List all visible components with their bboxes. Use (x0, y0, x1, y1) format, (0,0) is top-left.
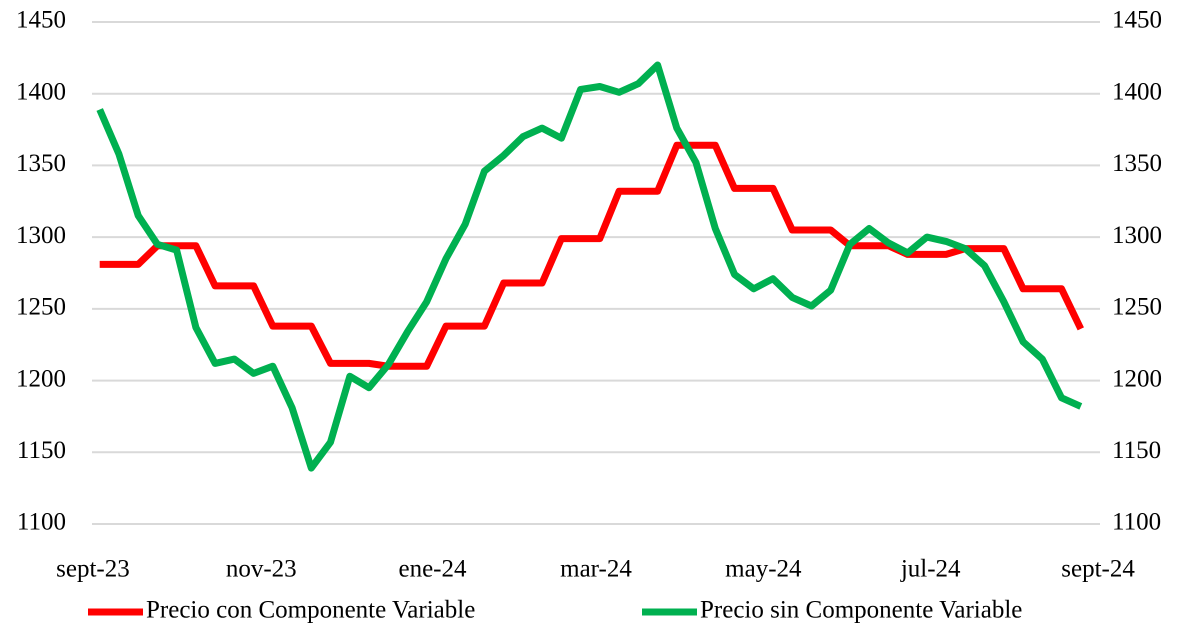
y2-tick-label: 1450 (1112, 7, 1162, 34)
y2-tick-label: 1200 (1112, 365, 1162, 392)
y-tick-label: 1100 (17, 509, 66, 536)
y2-tick-label: 1150 (1112, 437, 1161, 464)
x-tick-label: ene-24 (398, 556, 467, 583)
y2-tick-label: 1350 (1112, 150, 1162, 177)
x-tick-label: sept-24 (1061, 556, 1135, 583)
legend-label: Precio con Componente Variable (146, 597, 475, 624)
line-series (96, 61, 1083, 472)
x-tick-label: mar-24 (560, 556, 632, 583)
y-tick-label: 1400 (16, 78, 66, 105)
y-tick-label: 1250 (16, 294, 66, 321)
legend-label: Precio sin Componente Variable (700, 597, 1022, 624)
x-tick-label: jul-24 (900, 556, 961, 583)
y2-tick-label: 1100 (1112, 509, 1161, 536)
y2-tick-label: 1300 (1112, 222, 1162, 249)
y2-tick-label: 1400 (1112, 78, 1162, 105)
x-tick-label: may-24 (725, 556, 802, 583)
line-series (99, 141, 1084, 370)
y-tick-label: 1300 (16, 222, 66, 249)
y-tick-label: 1150 (17, 437, 66, 464)
y2-tick-label: 1250 (1112, 294, 1162, 321)
x-tick-label: nov-23 (226, 556, 297, 583)
y-tick-label: 1200 (16, 365, 66, 392)
y-tick-label: 1350 (16, 150, 66, 177)
x-tick-label: sept-23 (56, 556, 130, 583)
y-tick-label: 1450 (16, 7, 66, 34)
